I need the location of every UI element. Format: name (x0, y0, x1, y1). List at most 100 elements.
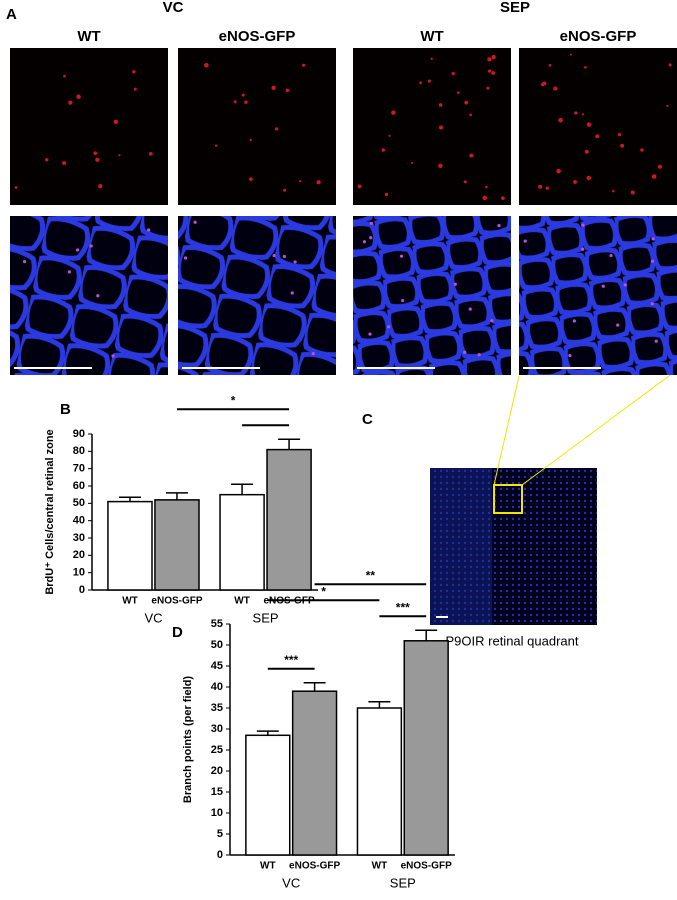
merge-spot (453, 282, 457, 286)
column-heading: eNOS-GFP (219, 28, 296, 45)
x-tick-label: WT (234, 596, 250, 607)
merge-spot (67, 270, 71, 274)
brdu-spot (132, 70, 136, 74)
merge-spot (96, 294, 100, 298)
brdu-spot (410, 161, 413, 164)
merge-spot (616, 323, 620, 327)
brdu-spot (617, 133, 622, 137)
brdu-spot (271, 85, 276, 90)
bar (266, 448, 312, 591)
brdu-spot (249, 138, 252, 142)
brdu-spot (548, 63, 552, 67)
brdu-spot (118, 154, 121, 157)
brdu-spot (553, 86, 558, 91)
brdu-spot (491, 71, 496, 75)
brdu-spot (357, 184, 362, 189)
brdu-spot (541, 82, 545, 87)
y-tick-label: 70 (73, 463, 85, 475)
merge-spot (463, 350, 467, 354)
significance-label: * (321, 584, 326, 598)
merge-spot (572, 319, 576, 323)
brdu-spot (469, 113, 472, 117)
micrograph-brdu (519, 48, 677, 205)
y-tick-label: 20 (73, 549, 85, 561)
x-tick-label: WT (372, 861, 388, 872)
micrograph-merge (519, 216, 677, 375)
brdu-spot (93, 151, 98, 156)
zoom-line (521, 369, 677, 486)
group-label: VC (144, 610, 162, 625)
brdu-spot (274, 127, 279, 131)
brdu-spot (501, 196, 505, 200)
brdu-spot (463, 180, 467, 184)
x-tick-label: WT (260, 861, 276, 872)
panel-a: A VC SEP WT eNOS-GFP WT eNOS-GFP (6, 0, 636, 45)
brdu-spot (427, 79, 431, 83)
y-tick-label: 45 (211, 660, 223, 672)
brdu-spot (384, 192, 389, 197)
brdu-spot (485, 185, 488, 189)
brdu-spot (640, 148, 644, 152)
merge-spot (387, 325, 391, 329)
panel-label: B (60, 401, 71, 418)
group-heading: SEP (500, 0, 530, 16)
y-tick-label: 90 (73, 428, 85, 440)
brdu-spot (63, 74, 66, 78)
brdu-spot (556, 168, 561, 174)
y-tick-label: 40 (73, 515, 85, 527)
x-tick-label: eNOS-GFP (151, 596, 202, 607)
brdu-spot (45, 158, 49, 162)
merge-spot (650, 259, 655, 263)
brdu-spot (586, 175, 592, 181)
merge-spot (623, 283, 627, 287)
zoom-box (493, 484, 523, 514)
merge-spot (368, 332, 372, 336)
y-tick-label: 55 (211, 618, 223, 630)
merge-spot (601, 284, 605, 288)
y-tick-label: 0 (79, 584, 85, 596)
merge-spot (89, 244, 93, 248)
brdu-spot (14, 186, 18, 189)
micrograph-brdu (353, 48, 511, 205)
y-tick-label: 0 (217, 849, 223, 861)
brdu-spot (204, 62, 209, 68)
brdu-spot (487, 57, 492, 62)
x-tick-label: eNOS-GFP (401, 861, 452, 872)
merge-spot (293, 260, 297, 264)
brdu-spot (464, 100, 469, 105)
micrograph-merge (353, 216, 511, 375)
brdu-spot (584, 149, 589, 154)
brdu-spot (98, 184, 103, 189)
retina-image (430, 468, 597, 625)
brdu-spot (482, 195, 488, 201)
brdu-spot (630, 190, 635, 195)
brdu-spot (438, 163, 443, 169)
brdu-spot (148, 151, 153, 156)
brdu-spot (666, 104, 669, 107)
brdu-spot (586, 122, 592, 127)
merge-spot (282, 254, 286, 259)
significance-label: ** (366, 568, 376, 582)
significance-label: * (231, 393, 236, 407)
group-label: SEP (253, 610, 279, 625)
bar (107, 500, 153, 591)
merge-spot (654, 339, 658, 343)
y-tick-label: 15 (211, 786, 223, 798)
bar (403, 640, 449, 856)
merge-spot (477, 353, 481, 357)
brdu-spot (657, 164, 662, 169)
panel-label: C (362, 411, 373, 428)
merge-spot (311, 352, 315, 356)
brdu-spot (595, 134, 600, 139)
bar (291, 690, 338, 856)
merge-spot (497, 224, 501, 228)
merge-spot (290, 291, 294, 295)
brdu-spot (438, 125, 443, 130)
y-tick-label: 30 (73, 532, 85, 544)
brdu-spot (244, 100, 248, 104)
y-tick-label: 60 (73, 480, 85, 492)
brdu-spot (241, 93, 245, 97)
y-tick-label: 25 (211, 744, 223, 756)
brdu-spot (316, 180, 321, 185)
